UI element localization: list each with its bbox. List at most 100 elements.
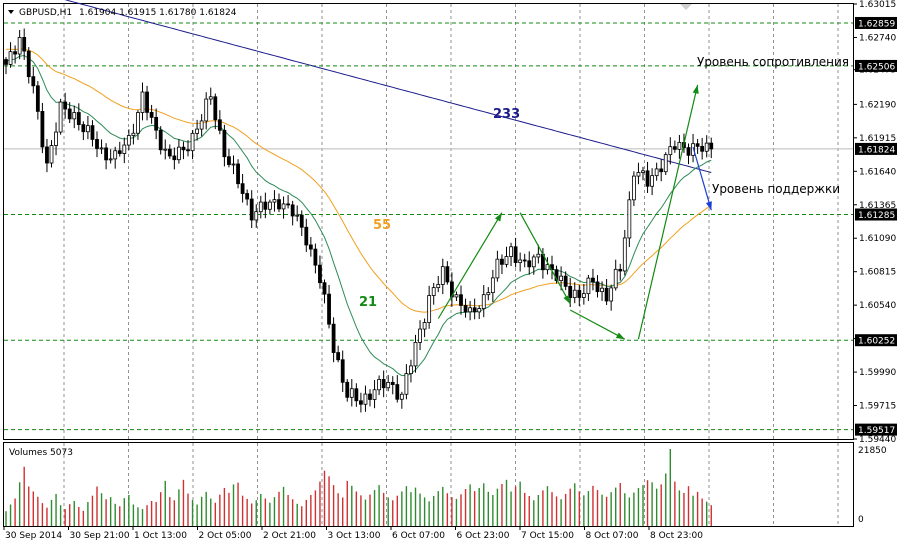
candle-body (327, 293, 331, 325)
collapse-arrow-icon[interactable] (680, 4, 692, 10)
candle-body (208, 96, 213, 100)
candle-body (591, 277, 595, 283)
candle-body (90, 125, 95, 140)
candle-body (199, 120, 204, 130)
candle-body (22, 37, 27, 52)
candle-body (436, 284, 441, 289)
candle-body (381, 379, 386, 389)
candle-body (477, 308, 482, 313)
level-tag-bg (855, 334, 897, 347)
candle-body (536, 253, 541, 258)
price-tick-label: 1.59990 (859, 368, 896, 378)
level-tag-bg (855, 142, 897, 155)
candle-body (122, 144, 127, 154)
price-tick-label: 1.61365 (859, 201, 896, 211)
volume-min-tick: 0 (858, 515, 864, 525)
candle-body (363, 393, 368, 405)
candle-body (249, 198, 254, 221)
candle-body (531, 256, 536, 268)
arrow-support-down (692, 146, 712, 211)
candle-body (58, 101, 63, 133)
candle-body (67, 108, 72, 120)
candle-body (386, 381, 391, 389)
candle-body (604, 287, 609, 302)
candle-body (518, 259, 523, 263)
candle-body (227, 156, 231, 165)
candle-body (258, 201, 263, 213)
candle-body (632, 175, 636, 201)
candle-body (240, 183, 245, 194)
candle-body (636, 172, 641, 177)
candle-body (213, 96, 218, 121)
candle-body (336, 352, 341, 361)
volume-label: Volumes 5073 (9, 448, 73, 458)
trend-arrows[interactable] (437, 84, 712, 340)
candle-body (331, 323, 336, 353)
arrow-up-2 (637, 84, 699, 340)
candle-body (113, 150, 118, 160)
arrow-support-down-head (705, 201, 712, 211)
candle-body (277, 199, 281, 210)
price-panel-frame (3, 3, 854, 440)
candle-body (136, 112, 140, 134)
candle-body (176, 146, 181, 161)
candle-body (245, 193, 250, 200)
level-tag-label: 1.62506 (858, 62, 895, 72)
grid (63, 4, 839, 526)
time-tick-label: 6 Oct 07:00 (392, 531, 445, 541)
candle-body (308, 244, 313, 250)
candle-body (354, 388, 359, 402)
time-tick-label: 3 Oct 13:00 (328, 531, 381, 541)
price-tick-label: 1.59440 (859, 435, 896, 445)
candle-body (286, 203, 291, 206)
price-axis: 1.630151.627401.624751.621901.619151.616… (853, 0, 897, 445)
candle-body (17, 37, 22, 55)
resistance-label: Уровень сопротивления (697, 55, 849, 69)
candle-body (372, 389, 377, 400)
candle-body (454, 294, 459, 298)
ma233-label: 233 (493, 107, 520, 122)
candle-body (31, 76, 36, 87)
candle-body (668, 146, 673, 156)
price-tick-label: 1.62190 (859, 100, 896, 110)
level-tag-label: 1.59517 (858, 426, 895, 436)
candle-body (472, 307, 477, 313)
candle-body (313, 248, 318, 266)
candle-body (618, 268, 623, 272)
candle-body (345, 381, 350, 398)
level-tag-label: 1.61824 (858, 145, 895, 155)
candle-body (368, 393, 372, 400)
candle-body (290, 204, 295, 217)
candle-body (399, 393, 404, 400)
candle-body (304, 226, 309, 246)
candle-body (486, 292, 491, 296)
candle-body (495, 258, 500, 279)
candle-body (677, 142, 682, 150)
candle-body (613, 268, 618, 289)
candle-body (622, 237, 627, 272)
time-tick-label: 8 Oct 07:00 (586, 531, 639, 541)
arrow-down-2 (569, 309, 626, 340)
symbol-dropdown-icon[interactable] (8, 10, 14, 14)
candle-body (463, 305, 468, 313)
candle-body (500, 258, 504, 265)
candle-body (13, 51, 18, 55)
arrow-down-2-head (615, 332, 625, 340)
candle-body (181, 146, 186, 151)
candle-body (709, 142, 714, 150)
candle-body (577, 289, 582, 298)
candle-body (322, 282, 327, 295)
arrow-up-2-head (692, 84, 699, 94)
candle-body (340, 359, 345, 383)
candle-body (568, 285, 573, 299)
candle-body (167, 148, 172, 157)
candle-body (299, 214, 304, 228)
candle-body (409, 365, 413, 374)
candle-body (86, 125, 90, 133)
time-tick-label: 2 Oct 05:00 (199, 531, 252, 541)
candle-body (513, 246, 518, 263)
candle-body (190, 132, 195, 152)
candle-body (672, 146, 677, 150)
